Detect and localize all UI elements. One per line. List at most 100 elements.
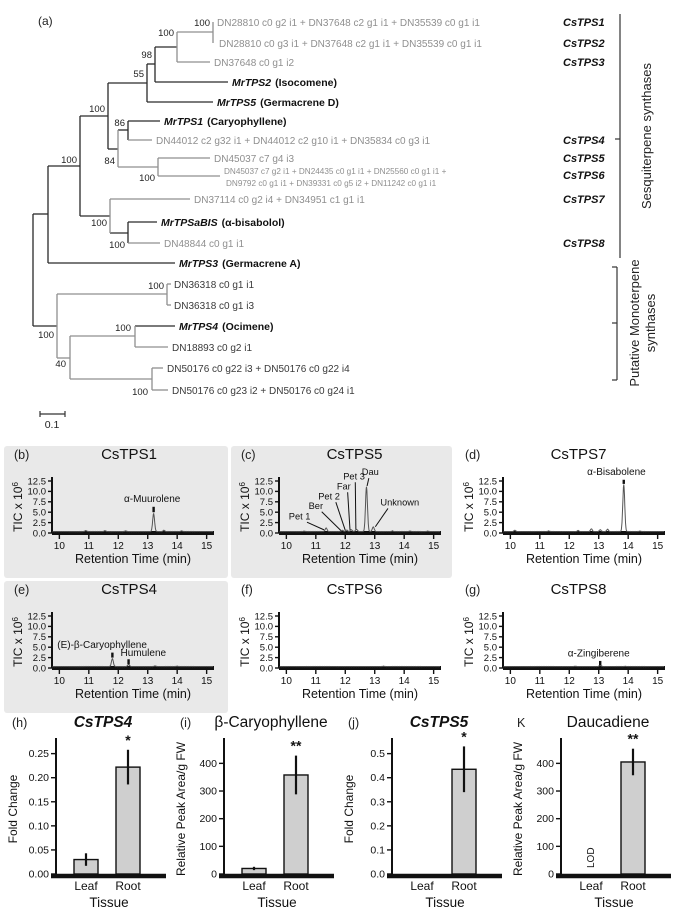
y-tick-label: 5.0 [33,643,46,654]
y-axis-title: Fold Change [6,774,20,843]
y-tick-label: 0.0 [370,869,385,881]
y-tick-label: 12.5 [479,611,498,622]
tree-branches-gray [56,22,220,391]
y-tick-label: 5.0 [260,643,273,654]
x-tick-label: 12 [564,541,576,552]
chromatogram-f: 0.0 2.5 5.0 7.5 10.0 12.5 TIC x 106 10 11 12 13 14 1… [233,594,448,717]
y-tick-label: 0.10 [29,820,50,832]
y-axis-title: Relative Peak Area/g FW [174,741,188,876]
x-axis-title: Tissue [425,895,464,910]
x-tick-label: 11 [535,676,546,687]
panel-h-title: CsTPS4 [73,714,133,731]
chromatogram-b: 0.0 2.5 5.0 7.5 10.0 12.5 TIC x 106 10 11 12 13 14 1… [6,459,221,582]
x-tick-label: 14 [172,541,184,552]
peak-label: Pet 2 [318,491,340,501]
x-tick-label: 13 [142,541,154,552]
x-tick-label: 10 [281,541,293,552]
panel-b-title: CsTPS1 [101,446,157,463]
panel-c-letter: (c) [241,448,256,462]
bar-plot: 0.00 0.05 0.10 0.15 0.20 0.25 Fold Change Leaf R… [6,732,166,910]
y-tick-label: 5.0 [484,508,497,519]
tree-leaf-label: MrTPS1 (Caryophyllene) [164,116,286,128]
y-axis-title: TIC x 106 [238,617,252,667]
bootstrap-value: 100 [158,28,174,39]
panel-k-title: Daucadiene [566,714,650,731]
y-axis-title: Fold Change [342,774,356,843]
tree-leaf-label: DN44012 c2 g32 i1 + DN44012 c2 g10 i1 + … [156,136,431,147]
panel-a-letter: (a) [38,14,53,28]
peak-label: Pet 1 [289,511,311,521]
peak-label: Dau [362,467,379,477]
x-tick-label: 10 [281,676,293,687]
y-tick-label: 0.3 [370,796,385,808]
peak-pointer [354,482,357,530]
y-tick-label: 0.0 [484,663,497,674]
x-tick-label: 12 [113,541,125,552]
panel-e: (e) CsTPS4 0.0 2.5 5.0 7.5 10.0 12.5 TIC x 106… [4,581,228,713]
bootstrap-value: 55 [133,69,144,80]
chromatogram-d: 0.0 2.5 5.0 7.5 10.0 12.5 TIC x 106 10 11 12 13 14 1… [457,459,672,582]
x-axis-title: Retention Time (min) [75,552,191,566]
y-tick-label: 0.00 [29,869,50,881]
x-tick-label: 15 [201,676,213,687]
barchart-k-title: 0.0 0.1 0.2 0.3 0.4 0.5 Fold Change Leaf Root * Ti… [340,728,504,911]
y-tick-label: 0.15 [29,796,50,808]
peak-pointer [347,492,351,530]
tree-leaf-label: DN45037 c7 g2 i1 + DN24435 c0 g1 i1 + DN… [224,167,447,176]
panel-e-letter: (e) [14,583,30,597]
scale-bar [39,411,66,417]
chromatogram-e: 0.0 2.5 5.0 7.5 10.0 12.5 TIC x 106 10 11 12 13 14 1… [6,594,221,717]
bootstrap-value: 100 [139,173,155,184]
chromatogram-c: 0.0 2.5 5.0 7.5 10.0 12.5 TIC x 106 10 11 12 13 14 1… [233,459,448,582]
panel-d-letter: (d) [465,448,481,462]
x-axis-title: Retention Time (min) [75,687,191,701]
x-tick-label: 14 [399,541,411,552]
lod-label: LOD [586,847,597,868]
cstps-tag: CsTPS4 [563,135,605,147]
panel-b-letter: (b) [14,448,30,462]
bootstrap-value: 40 [55,359,66,370]
y-tick-label: 0.0 [33,663,46,674]
tree-leaf-label: MrTPS3 (Germacrene A) [179,258,301,270]
panel-h-letter: (h) [12,716,28,730]
trace [279,665,441,668]
x-tick-label: 11 [84,676,95,687]
panel-j-letter: (j) [348,716,360,730]
panel-e-title: CsTPS4 [101,581,157,598]
x-tick-label: 13 [142,676,154,687]
y-tick-label: 0.4 [370,772,385,784]
y-tick-label: 2.5 [484,518,497,529]
peak-label: Unknown [380,498,419,508]
y-tick-label: 12.5 [255,476,274,487]
y-tick-label: 2.5 [33,653,46,664]
y-tick-label: 12.5 [479,476,498,487]
category-label: Leaf [410,879,434,893]
peak-label: Humulene [121,648,167,659]
panel-f-letter: (f) [241,583,253,597]
tree-leaf-label: DN48844 c0 g1 i1 [164,239,244,250]
significance-marker: * [125,732,131,748]
y-tick-label: 2.5 [260,653,273,664]
tree-branches-black [32,46,228,327]
x-tick-label: 15 [652,541,664,552]
bootstrap-value: 100 [89,104,105,115]
y-tick-label: 10.0 [255,622,274,633]
peak-pointer [335,502,346,531]
y-tick-label: 7.5 [33,497,46,508]
y-tick-label: 12.5 [28,611,47,622]
y-tick-label: 200 [536,813,554,825]
panel-g-title: CsTPS8 [550,581,607,598]
tree-leaf-label: DN36318 c0 g1 i3 [174,301,254,312]
x-tick-label: 15 [201,541,213,552]
cstps-tag: CsTPS3 [563,57,605,69]
y-tick-label: 12.5 [255,611,274,622]
bar-plot: 0.0 0.1 0.2 0.3 0.4 0.5 Fold Change Leaf Root * Ti… [342,728,502,910]
x-tick-label: 15 [428,541,440,552]
y-tick-label: 7.5 [484,632,497,643]
category-label: Root [451,879,477,893]
tree-leaf-label: MrTPS2 (Isocomene) [232,77,337,89]
